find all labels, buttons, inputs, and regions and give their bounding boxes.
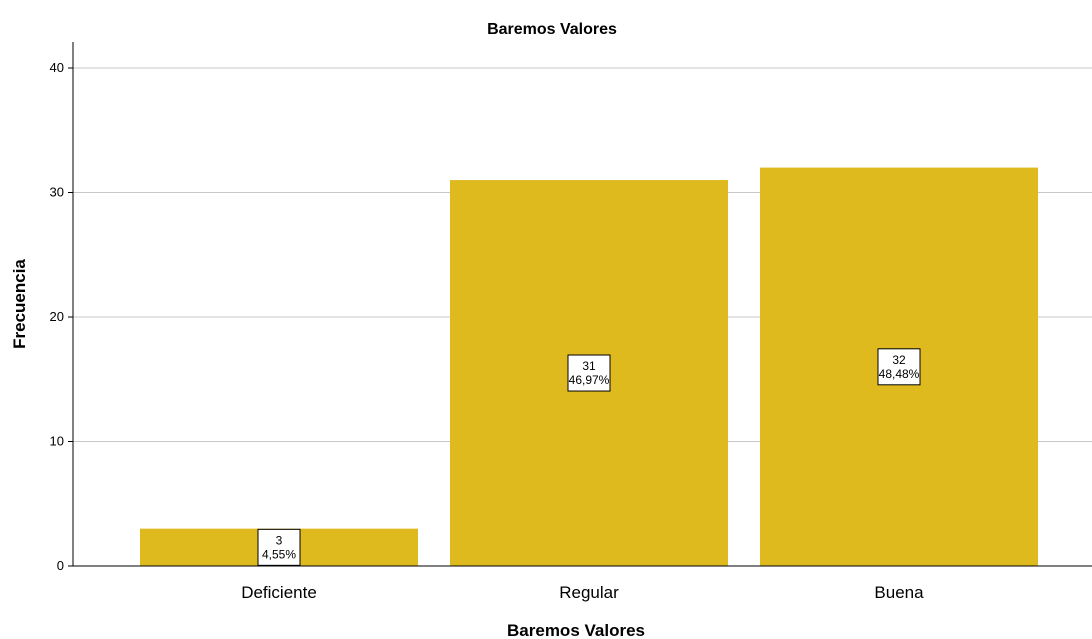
data-label-percent: 4,55% xyxy=(262,547,296,561)
data-label-count: 32 xyxy=(892,353,906,367)
data-label-percent: 48,48% xyxy=(879,367,920,381)
chart-title: Baremos Valores xyxy=(487,21,617,38)
data-label-box xyxy=(257,528,301,566)
x-category-labels: Deficiente Regular Buena xyxy=(241,583,924,602)
y-tick-label: 30 xyxy=(50,185,64,200)
axes xyxy=(72,42,1092,567)
y-tick-label: 10 xyxy=(50,434,64,449)
y-tick-labels: 0 10 20 30 40 xyxy=(50,60,73,573)
data-label-count: 31 xyxy=(582,359,596,373)
y-tick-label: 40 xyxy=(50,60,64,75)
data-label-percent: 46,97% xyxy=(569,373,610,387)
x-category-label: Deficiente xyxy=(241,583,317,602)
y-axis-title: Frecuencia xyxy=(10,259,29,349)
y-tick-label: 0 xyxy=(57,558,64,573)
x-category-label: Regular xyxy=(559,583,619,602)
y-tick-label: 20 xyxy=(50,309,64,324)
data-label-box xyxy=(877,348,921,386)
x-category-label: Buena xyxy=(874,583,924,602)
x-axis-title: Baremos Valores xyxy=(507,621,645,639)
data-label-count: 3 xyxy=(276,533,283,547)
data-label-box xyxy=(567,354,611,392)
